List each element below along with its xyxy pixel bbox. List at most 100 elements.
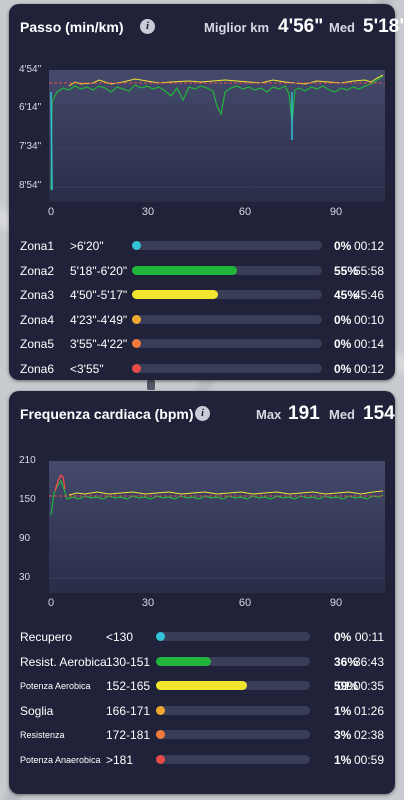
hr-zone-range: 172-181 xyxy=(106,728,151,742)
pace-y-tick: 8'54" xyxy=(19,180,42,191)
pace-avg-label: Med xyxy=(329,20,355,35)
map-marker-icon xyxy=(147,380,155,390)
pace-zone-time: 55:58 xyxy=(353,263,384,278)
hr-zone-bar-fill xyxy=(156,681,247,690)
pace-y-tick: 7'34" xyxy=(19,141,42,152)
hr-zone-time: 00:11 xyxy=(354,630,384,644)
pace-zone-time: 00:10 xyxy=(353,312,384,327)
hr-zone-range: 152-165 xyxy=(106,679,151,693)
pace-chart-area xyxy=(49,70,385,202)
pace-zone-name: Zona6 xyxy=(20,361,55,376)
hr-zone-bar-track xyxy=(156,730,310,739)
hr-y-tick: 90 xyxy=(19,533,31,544)
hr-zone-percent: 59% xyxy=(334,679,359,693)
pace-avg-value: 5'18" xyxy=(363,16,404,37)
hr-zone-bar-track xyxy=(156,681,310,690)
pace-zone-bar-dot xyxy=(132,241,141,250)
pace-zone-range: 4'50"-5'17" xyxy=(70,288,128,302)
pace-zone-percent: 0% xyxy=(334,239,352,253)
pace-zone-percent: 0% xyxy=(334,337,352,351)
pace-zone-bar-dot xyxy=(132,339,141,348)
pace-zone-name: Zona4 xyxy=(20,312,55,327)
hr-chart xyxy=(49,461,385,593)
hr-info-icon[interactable]: i xyxy=(195,406,210,421)
hr-zone-bar-track xyxy=(156,754,310,764)
hr-zone-time: 01:00:35 xyxy=(337,679,384,693)
hr-zone-name: Soglia xyxy=(20,703,54,718)
pace-header: Passo (min/km) i Miglior km 4'56" Med 5'… xyxy=(20,16,404,42)
pace-zone-time: 00:14 xyxy=(353,337,384,351)
hr-zone-range: <130 xyxy=(106,630,134,644)
hr-zone-bar-fill xyxy=(156,656,212,666)
hr-avg-label: Med xyxy=(329,407,355,422)
hr-zone-bar-dot xyxy=(156,754,165,764)
hr-chart-area xyxy=(49,461,385,593)
hr-zone-percent: 1% xyxy=(334,703,352,718)
pace-zone-bar-dot xyxy=(132,314,141,324)
pace-zone-bar-track xyxy=(132,241,322,250)
hr-x-tick: 90 xyxy=(329,597,343,609)
pace-zone-name: Zona1 xyxy=(20,239,55,253)
hr-header: Frequenza cardiaca (bpm) i Max 191 Med 1… xyxy=(20,403,395,429)
hr-zone-bar-dot xyxy=(156,730,165,739)
pace-zone-name: Zona5 xyxy=(20,337,55,351)
pace-zone-row: Zona3 4'50"-5'17" 45% 45:46 xyxy=(20,285,384,305)
hr-zone-row: Recupero <130 0% 00:11 xyxy=(20,627,384,647)
hr-y-tick: 150 xyxy=(19,494,36,505)
pace-zone-percent: 0% xyxy=(334,312,352,327)
pace-x-tick: 60 xyxy=(238,206,252,218)
pace-zone-percent: 0% xyxy=(334,361,352,376)
hr-zone-bar-track xyxy=(156,632,310,641)
hr-x-tick: 0 xyxy=(47,597,55,609)
hr-zone-range: >181 xyxy=(106,752,134,767)
pace-zone-bar-fill xyxy=(132,265,237,275)
hr-zone-percent: 3% xyxy=(334,728,352,742)
pace-y-tick: 4'54" xyxy=(19,64,42,75)
hr-zone-name: Recupero xyxy=(20,630,73,644)
hr-zone-range: 166-171 xyxy=(106,703,151,718)
hr-max-label: Max xyxy=(256,407,282,422)
pace-zone-row: Zona2 5'18"-6'20" 55% 55:58 xyxy=(20,261,384,281)
pace-zone-range: <3'55" xyxy=(70,361,104,376)
pace-zone-percent: 55% xyxy=(334,263,359,278)
hr-max-value: 191 xyxy=(288,403,320,424)
pace-x-tick: 30 xyxy=(141,206,155,218)
pace-zone-range: 3'55"-4'22" xyxy=(70,337,128,351)
hr-zone-time: 00:59 xyxy=(353,752,384,767)
pace-best-label: Miglior km xyxy=(204,20,270,35)
pace-zone-range: 4'23"-4'49" xyxy=(70,312,128,327)
pace-zone-name: Zona2 xyxy=(20,263,55,278)
pace-zone1-segment xyxy=(50,91,53,191)
pace-zone-bar-track xyxy=(132,339,322,348)
hr-zone-name: Resistenza xyxy=(20,730,65,740)
pace-series-line xyxy=(50,75,384,191)
pace-zone-percent: 45% xyxy=(334,288,359,302)
hr-zone-name: Resist. Aerobica xyxy=(20,654,107,669)
hr-zone-row: Resist. Aerobica 130-151 36% 36:43 xyxy=(20,652,384,672)
pace-zone-time: 00:12 xyxy=(353,361,384,376)
pace-title: Passo (min/km) xyxy=(20,19,124,35)
hr-zone-percent: 36% xyxy=(334,654,359,669)
hr-series-peak xyxy=(54,473,66,492)
hr-series-line xyxy=(50,479,384,516)
pace-best-value: 4'56" xyxy=(278,16,324,37)
hr-zone-name: Potenza Aerobica xyxy=(20,681,91,691)
hr-zone-percent: 0% xyxy=(334,630,352,644)
pace-zone-name: Zona3 xyxy=(20,288,55,302)
pace-info-icon[interactable]: i xyxy=(140,19,155,34)
pace-x-tick: 90 xyxy=(329,206,343,218)
pace-zone-bar-track xyxy=(132,290,322,299)
hr-avg-value: 154 xyxy=(363,403,395,424)
hr-series-highlight xyxy=(68,490,384,496)
hr-y-tick: 30 xyxy=(19,572,31,583)
hr-zone-bar-dot xyxy=(156,632,165,641)
pace-zone-range: >6'20" xyxy=(70,239,104,253)
hr-zone-range: 130-151 xyxy=(106,654,151,669)
hr-zone-row: Soglia 166-171 1% 01:26 xyxy=(20,701,384,721)
pace-zone-row: Zona4 4'23"-4'49" 0% 00:10 xyxy=(20,310,384,330)
pace-zone-row: Zona1 >6'20" 0% 00:12 xyxy=(20,236,384,256)
hr-x-tick: 30 xyxy=(141,597,155,609)
hr-zone-time: 02:38 xyxy=(353,728,384,742)
hr-zone-bar-dot xyxy=(156,705,165,715)
pace-card: Passo (min/km) i Miglior km 4'56" Med 5'… xyxy=(9,4,404,380)
